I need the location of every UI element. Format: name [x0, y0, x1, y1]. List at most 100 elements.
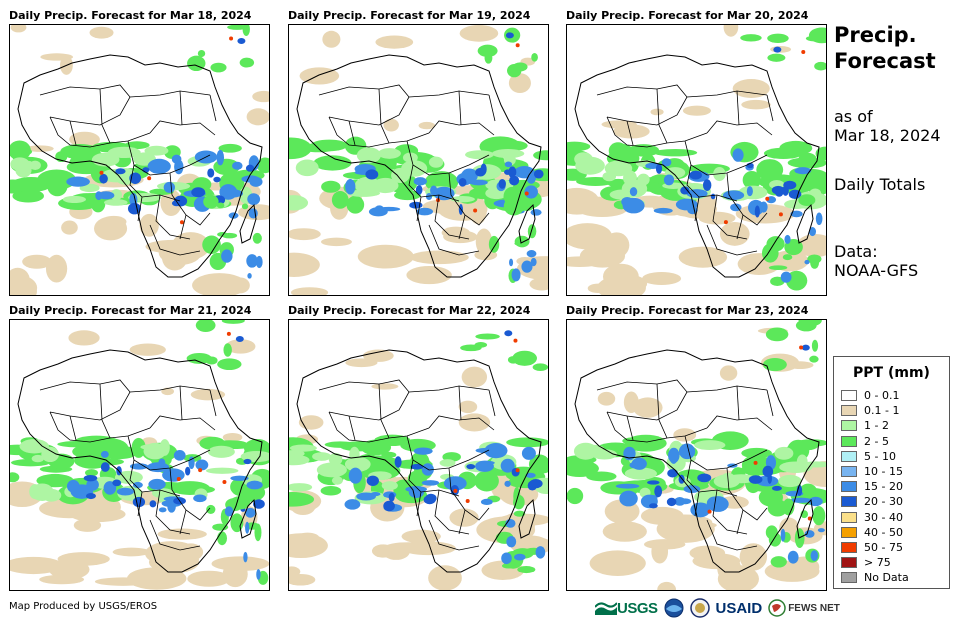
- precip-patch: [86, 478, 99, 491]
- precip-patch: [686, 189, 708, 198]
- precip-patch: [453, 488, 458, 493]
- country-border: [712, 489, 748, 535]
- precip-patch: [567, 487, 584, 505]
- precip-map: [288, 24, 549, 296]
- precip-patch: [149, 500, 157, 508]
- precip-patch: [513, 510, 526, 517]
- precip-patch: [158, 240, 202, 265]
- precip-patch: [255, 255, 263, 269]
- globe-icon: [768, 599, 786, 617]
- precip-patch: [466, 463, 476, 470]
- data-source: Data: NOAA-GFS: [834, 242, 918, 280]
- precip-patch: [388, 492, 395, 502]
- precip-patch: [794, 167, 812, 175]
- precip-patch: [759, 201, 768, 213]
- precip-patch: [289, 137, 312, 160]
- legend-label: 10 - 15: [864, 465, 903, 479]
- country-border: [149, 415, 216, 431]
- precip-patch: [439, 459, 456, 467]
- precip-patch: [765, 196, 770, 201]
- precip-patch: [313, 155, 352, 171]
- precip-patch: [222, 432, 243, 442]
- precip-patch: [535, 546, 546, 559]
- precip-patch: [732, 148, 744, 162]
- precip-patch: [514, 235, 530, 248]
- precip-patch: [674, 496, 686, 506]
- legend-item: 0 - 0.1: [841, 388, 909, 403]
- legend-swatch: [841, 572, 857, 584]
- precip-patch: [533, 169, 544, 179]
- panel-title: Daily Precip. Forecast for Mar 18, 2024: [9, 9, 252, 22]
- precip-patch: [722, 190, 745, 201]
- country-border: [179, 90, 183, 126]
- precip-patch: [450, 196, 475, 203]
- precip-patch: [377, 148, 401, 159]
- precip-patch: [739, 543, 768, 571]
- precip-patch: [345, 178, 356, 195]
- precip-patch: [796, 454, 808, 469]
- country-border: [416, 196, 422, 222]
- precip-patch: [591, 449, 618, 460]
- precip-patch: [648, 494, 658, 501]
- precip-patch: [602, 521, 647, 542]
- legend-item: 40 - 50: [841, 525, 909, 540]
- precip-patch: [624, 467, 657, 480]
- legend-label: 15 - 20: [864, 480, 903, 494]
- precip-patch: [383, 118, 399, 132]
- precip-patch: [567, 141, 591, 152]
- precip-patch: [504, 330, 513, 337]
- precip-patch: [798, 194, 816, 207]
- precip-patch: [653, 207, 673, 214]
- madagascar-outline: [239, 498, 257, 539]
- precip-patch: [814, 61, 826, 71]
- precip-patch: [246, 254, 258, 268]
- precip-patch: [91, 438, 129, 458]
- legend-label: 20 - 30: [864, 495, 903, 509]
- precip-patch: [804, 259, 810, 265]
- precip-patch: [631, 457, 647, 470]
- country-border: [406, 140, 490, 176]
- precip-patch: [799, 345, 804, 350]
- africa-outline: [17, 54, 263, 278]
- title-line: Precip.: [834, 23, 917, 47]
- precip-patch: [371, 383, 399, 390]
- precip-patch: [530, 209, 542, 216]
- precip-patch: [480, 498, 493, 506]
- precip-patch: [321, 237, 352, 247]
- precip-patch: [205, 467, 239, 474]
- precip-patch: [606, 443, 644, 450]
- precip-patch: [324, 441, 356, 448]
- precip-patch: [140, 444, 166, 451]
- precip-patch: [356, 492, 376, 501]
- precip-patch: [157, 528, 207, 540]
- precip-patch: [19, 439, 49, 454]
- precip-patch: [190, 388, 226, 401]
- precip-patch: [509, 175, 520, 186]
- precip-patch: [147, 176, 152, 181]
- precip-patch: [179, 220, 184, 225]
- precip-patch: [801, 344, 810, 351]
- precip-patch: [365, 169, 379, 180]
- country-border: [348, 415, 356, 441]
- precip-patch: [248, 208, 258, 219]
- precip-patch: [678, 443, 696, 460]
- country-border: [712, 194, 748, 240]
- country-border: [209, 94, 217, 122]
- precip-patch: [807, 516, 812, 521]
- precip-patch: [188, 456, 195, 470]
- fewsnet-wordmark: FEWS NET: [788, 602, 840, 614]
- precip-patch: [787, 550, 799, 564]
- panel-title: Daily Precip. Forecast for Mar 21, 2024: [9, 304, 252, 317]
- precip-patch: [246, 108, 269, 126]
- asof-label: as of: [834, 107, 873, 126]
- precip-patch: [682, 105, 711, 116]
- precip-patch: [381, 451, 397, 458]
- country-border: [179, 214, 187, 240]
- precip-patch: [192, 273, 247, 295]
- precip-patch: [195, 459, 209, 471]
- precip-patch: [770, 276, 785, 287]
- precip-patch: [61, 220, 78, 235]
- precip-patch: [345, 358, 378, 368]
- precip-patch: [762, 465, 774, 478]
